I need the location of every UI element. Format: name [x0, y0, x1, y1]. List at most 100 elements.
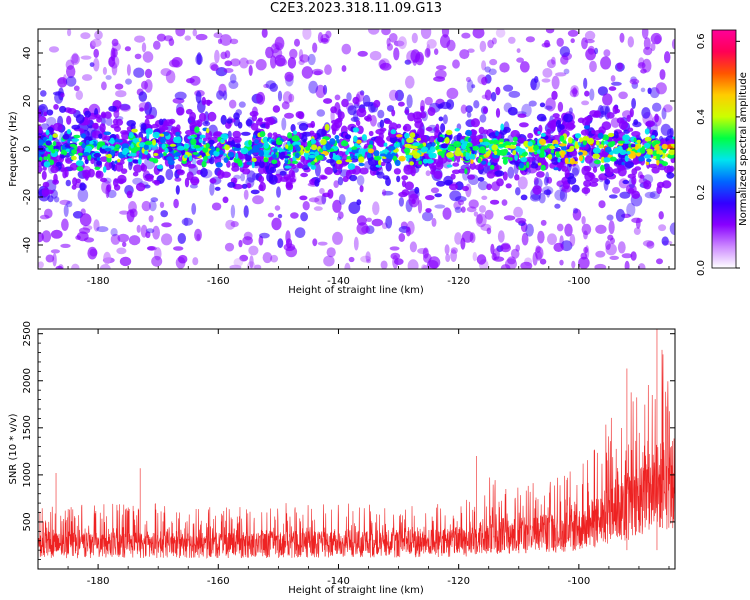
spectrogram-cell: [633, 227, 641, 236]
spectrogram-cell: [488, 68, 497, 76]
spectrogram-cell: [404, 132, 410, 139]
spectrogram-cell: [294, 227, 306, 239]
spectrogram-cell: [169, 143, 177, 147]
spectrogram-cell: [130, 143, 134, 149]
spectrogram-cell: [50, 229, 63, 239]
spectrogram-cell: [178, 254, 188, 264]
spectrogram-cell: [341, 43, 352, 55]
spectrogram-cell: [617, 145, 623, 152]
spectrogram-cell: [271, 153, 277, 159]
spectrogram-cell: [75, 90, 84, 101]
spectrogram-cell: [601, 121, 612, 131]
spectrogram-cell: [479, 40, 487, 53]
spectrogram-cell: [38, 125, 43, 135]
spectrogram-cell: [563, 113, 574, 123]
spectrogram-cell: [198, 138, 203, 143]
spectrogram-cell: [111, 38, 119, 47]
spectrogram-cell: [214, 49, 220, 64]
spectrogram-cell: [281, 101, 290, 110]
spectrogram-cell: [348, 201, 361, 214]
spectrogram-cell: [554, 203, 561, 209]
spectrogram-cell: [220, 114, 227, 125]
spectrogram-cell: [84, 110, 91, 118]
spectrogram-cell: [255, 58, 267, 71]
spectrogram-cell: [130, 152, 137, 157]
spectrogram-cell: [389, 33, 398, 43]
spectrogram-cell: [394, 258, 404, 265]
spectrogram-cell: [50, 249, 61, 254]
spectrogram-cell: [403, 148, 411, 153]
spectrogram-cell: [79, 128, 85, 134]
spectrogram-cell: [429, 146, 436, 153]
spectrogram-cell: [84, 159, 89, 165]
spectrogram-cell: [430, 163, 437, 173]
spectrogram-cell: [467, 174, 476, 180]
spectrogram-cell: [245, 153, 252, 162]
spectrogram-cell: [494, 170, 505, 177]
spectrogram-cell: [651, 166, 660, 174]
spectrogram-cell: [336, 159, 343, 165]
spectrogram-cell: [65, 179, 72, 187]
spectrogram-cell: [507, 106, 518, 116]
snr-x-ticks: -180 -160 -140 -120 -100: [37, 329, 670, 587]
spectrogram-cell: [409, 241, 417, 253]
spectrogram-cell: [96, 145, 100, 150]
spectrogram-cell: [154, 247, 162, 261]
spectrogram-cell: [579, 155, 583, 162]
spectrogram-cell: [602, 93, 613, 106]
spectrogram-cell: [671, 38, 675, 50]
spectrogram-cell: [369, 140, 374, 146]
spectrogram-cell: [71, 184, 77, 190]
spectrogram-cell: [442, 207, 452, 220]
spectrogram-cell: [393, 168, 401, 175]
spectrogram-cell: [62, 133, 70, 140]
x-tick-label: -120: [447, 576, 470, 587]
spectrogram-cell: [353, 135, 358, 143]
spectrogram-cell: [174, 156, 179, 160]
spectrogram-cell: [500, 264, 511, 269]
spectrogram-cell: [645, 120, 655, 127]
spectrogram-cell: [352, 127, 360, 133]
spectrogram-cell: [277, 238, 284, 249]
spectrogram-cell: [604, 146, 612, 153]
spectrogram-cell: [317, 241, 328, 246]
spectrogram-cell: [134, 35, 146, 43]
spectrogram-cell: [544, 105, 553, 110]
spectrogram-cell: [254, 264, 262, 269]
spectrogram-cell: [589, 181, 599, 187]
spectrogram-cell: [228, 80, 239, 89]
spectrogram-cell: [646, 148, 653, 153]
spectrogram-cell: [607, 132, 615, 138]
spectrogram-cell: [274, 205, 281, 211]
spectrogram-cell: [137, 157, 142, 165]
spectrogram-cell: [217, 169, 225, 179]
spectrogram-cell: [45, 129, 50, 136]
spectrogram-cell: [146, 176, 154, 182]
spectrogram-cell: [481, 76, 488, 86]
spectrogram-cell: [310, 161, 316, 165]
spectrogram-cell: [251, 114, 258, 122]
spectrogram-cell: [79, 213, 92, 227]
spectrogram-cell: [626, 202, 636, 217]
spectrogram-cell: [429, 154, 434, 159]
spectrogram-cell: [412, 142, 421, 147]
spectrogram-cell: [205, 143, 210, 149]
spectrogram-cell: [410, 166, 416, 177]
spectrogram-cell: [141, 80, 148, 90]
spectrogram-cell: [208, 139, 215, 145]
spectrogram-cell: [297, 162, 303, 169]
spectrogram-cell: [608, 86, 617, 91]
spectrogram-cell: [59, 199, 71, 205]
spectrogram-cell: [470, 118, 480, 128]
spectrogram-cell: [144, 68, 153, 79]
spectrogram-cell: [194, 228, 202, 242]
spectrogram-cell: [246, 261, 256, 269]
spectrogram-cell: [447, 145, 456, 152]
spectrogram-cell: [543, 176, 549, 186]
spectrogram-cell: [144, 114, 155, 120]
spectrogram-cell: [414, 186, 420, 194]
spectrogram-cell: [332, 231, 343, 245]
spectrogram-cell: [481, 160, 487, 165]
spectrogram-cell: [612, 105, 619, 115]
spectrogram-cell: [440, 123, 446, 133]
